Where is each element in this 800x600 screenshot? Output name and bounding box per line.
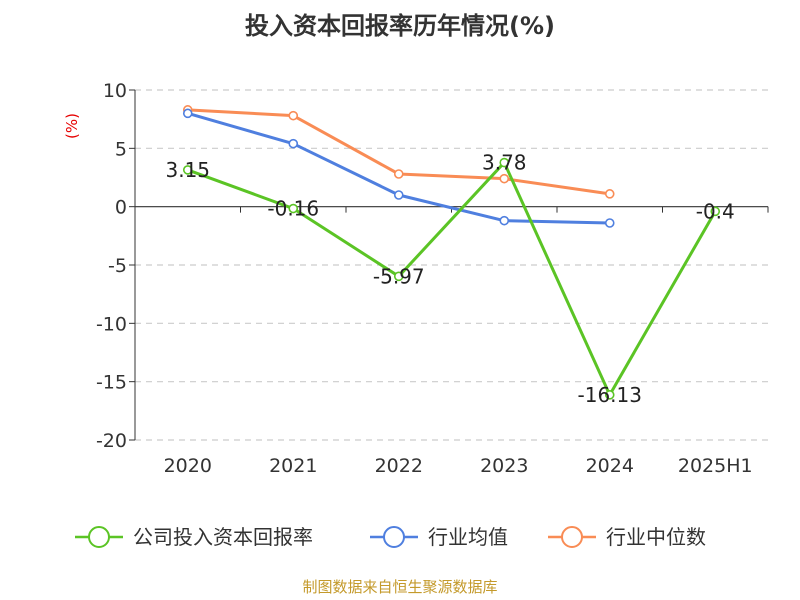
data-point <box>604 218 615 228</box>
x-tick-labels: 2020 2021 2022 2023 2024 2025H1 <box>164 455 753 477</box>
data-point <box>499 157 510 168</box>
legend: 公司投入资本回报率 行业均值 行业中位数 <box>75 525 706 549</box>
data-point <box>499 173 510 184</box>
data-point <box>182 165 193 175</box>
x-tick-label: 2025H1 <box>678 455 753 477</box>
y-tick-label: -5 <box>108 255 127 277</box>
data-point <box>393 190 404 200</box>
y-tick-label: -15 <box>96 372 127 394</box>
y-axis-unit: (%) <box>63 113 81 139</box>
y-tick-labels: 10 5 0 -5 -10 -15 -20 <box>96 80 127 452</box>
chart-title: 投入资本回报率历年情况(%) <box>245 12 555 40</box>
x-tick-label: 2020 <box>164 455 212 477</box>
data-label: 3.78 <box>482 151 527 175</box>
source-note: 制图数据来自恒生聚源数据库 <box>302 578 497 596</box>
data-label: 3.15 <box>165 158 210 182</box>
data-label: -0.16 <box>267 197 319 221</box>
series-line <box>187 108 610 196</box>
legend-marker <box>383 526 405 548</box>
x-tick-label: 2024 <box>586 455 634 477</box>
y-tick-label: 5 <box>115 138 127 160</box>
data-point <box>710 206 721 217</box>
y-tick-label: -20 <box>96 430 127 452</box>
data-label: -0.4 <box>696 199 735 223</box>
y-tick-label: 10 <box>103 80 127 102</box>
data-point <box>182 108 193 119</box>
data-point <box>288 110 299 121</box>
data-point <box>393 271 404 282</box>
legend-marker <box>88 526 110 548</box>
data-point <box>499 215 510 226</box>
data-label: -5.97 <box>373 264 425 288</box>
x-tick-label: 2022 <box>375 455 423 477</box>
data-point <box>604 390 615 400</box>
legend-label: 行业中位数 <box>606 525 706 549</box>
data-labels: 3.15 -0.16 -5.97 3.78 -16.13 -0.4 <box>165 151 734 407</box>
data-label: -16.13 <box>578 383 642 407</box>
series-line <box>187 161 717 397</box>
grid <box>135 89 768 441</box>
x-tick-label: 2021 <box>269 455 317 477</box>
y-tick-label: -10 <box>96 313 127 335</box>
data-point <box>288 203 299 214</box>
legend-label: 公司投入资本回报率 <box>133 525 313 549</box>
x-tick-label: 2023 <box>480 455 528 477</box>
data-point <box>393 169 404 179</box>
legend-marker <box>561 526 583 548</box>
data-point <box>288 138 299 149</box>
data-point <box>604 189 615 199</box>
series-group <box>182 105 721 400</box>
legend-label: 行业均值 <box>428 525 508 549</box>
y-tick-label: 0 <box>115 197 127 219</box>
